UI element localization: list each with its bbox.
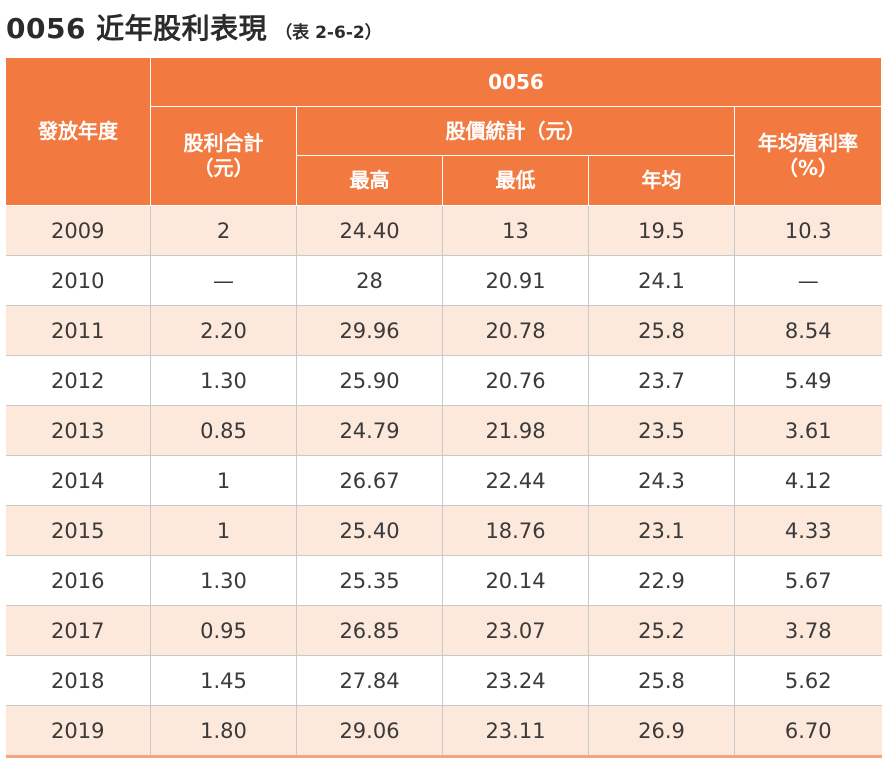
cell-high: 25.40 — [296, 505, 443, 556]
cell-high: 25.35 — [296, 555, 443, 606]
table-row: 2017 0.95 26.85 23.07 25.2 3.78 — [5, 605, 882, 656]
cell-low: 20.78 — [442, 305, 589, 356]
dividend-table: 發放年度 0056 股利合計 （元） 股價統計（元） 年均殖利率 （%） 最高 … — [5, 57, 883, 758]
cell-avg: 24.3 — [588, 455, 735, 506]
cell-avg: 25.8 — [588, 305, 735, 356]
header-low: 最低 — [442, 155, 589, 206]
table-row: 2014 1 26.67 22.44 24.3 4.12 — [5, 455, 882, 506]
cell-year: 2016 — [5, 555, 151, 606]
cell-high: 26.85 — [296, 605, 443, 656]
header-dividend: 股利合計 （元） — [150, 106, 297, 206]
cell-yield: — — [733, 255, 882, 306]
cell-low: 22.44 — [442, 455, 589, 506]
header-yield: 年均殖利率 （%） — [733, 106, 883, 206]
cell-avg: 25.8 — [588, 655, 735, 706]
cell-year: 2010 — [5, 255, 151, 306]
table-row: 2016 1.30 25.35 20.14 22.9 5.67 — [5, 555, 882, 606]
cell-yield: 3.61 — [733, 405, 882, 456]
cell-year: 2018 — [5, 655, 151, 706]
cell-high: 24.40 — [296, 205, 443, 256]
cell-year: 2013 — [5, 405, 151, 456]
cell-year: 2009 — [5, 205, 151, 256]
cell-low: 13 — [442, 205, 589, 256]
cell-avg: 26.9 — [588, 705, 735, 758]
cell-dividend: 1 — [150, 455, 297, 506]
header-fund: 0056 — [149, 57, 883, 107]
cell-avg: 22.9 — [588, 555, 735, 606]
cell-low: 23.24 — [442, 655, 589, 706]
cell-yield: 3.78 — [733, 605, 882, 656]
table-number: （表 2-6-2） — [275, 22, 382, 43]
cell-year: 2012 — [5, 355, 151, 406]
header-avg: 年均 — [588, 155, 735, 206]
cell-low: 20.91 — [442, 255, 589, 306]
cell-yield: 10.3 — [733, 205, 882, 256]
cell-avg: 19.5 — [588, 205, 735, 256]
cell-avg: 25.2 — [588, 605, 735, 656]
table-row: 2019 1.80 29.06 23.11 26.9 6.70 — [5, 705, 882, 758]
cell-yield: 5.62 — [733, 655, 882, 706]
cell-high: 26.67 — [296, 455, 443, 506]
cell-dividend: 1 — [150, 505, 297, 556]
cell-avg: 24.1 — [588, 255, 735, 306]
header-year: 發放年度 — [5, 57, 151, 206]
cell-yield: 6.70 — [733, 705, 882, 758]
cell-dividend: 1.45 — [150, 655, 297, 706]
cell-low: 20.76 — [442, 355, 589, 406]
table-row: 2012 1.30 25.90 20.76 23.7 5.49 — [5, 355, 882, 406]
cell-dividend: — — [150, 255, 297, 306]
cell-yield: 4.12 — [733, 455, 882, 506]
cell-yield: 4.33 — [733, 505, 882, 556]
table-body: 2009 2 24.40 13 19.5 10.3 2010 — 28 20.9… — [5, 205, 882, 758]
cell-yield: 5.67 — [733, 555, 882, 606]
table-row: 2013 0.85 24.79 21.98 23.5 3.61 — [5, 405, 882, 456]
table-row: 2015 1 25.40 18.76 23.1 4.33 — [5, 505, 882, 556]
title-main: 0056 近年股利表現 — [6, 12, 268, 45]
cell-year: 2011 — [5, 305, 151, 356]
cell-dividend: 1.80 — [150, 705, 297, 758]
cell-high: 25.90 — [296, 355, 443, 406]
cell-high: 29.96 — [296, 305, 443, 356]
cell-low: 23.11 — [442, 705, 589, 758]
cell-low: 21.98 — [442, 405, 589, 456]
cell-year: 2017 — [5, 605, 151, 656]
cell-high: 28 — [296, 255, 443, 306]
header-price-group: 股價統計（元） — [296, 106, 735, 156]
cell-dividend: 2 — [150, 205, 297, 256]
table-row: 2009 2 24.40 13 19.5 10.3 — [5, 205, 882, 256]
cell-high: 24.79 — [296, 405, 443, 456]
cell-year: 2014 — [5, 455, 151, 506]
cell-yield: 8.54 — [733, 305, 882, 356]
table-header: 發放年度 0056 股利合計 （元） 股價統計（元） 年均殖利率 （%） 最高 … — [5, 57, 883, 206]
cell-year: 2015 — [5, 505, 151, 556]
header-high: 最高 — [296, 155, 443, 206]
cell-dividend: 0.95 — [150, 605, 297, 656]
cell-dividend: 0.85 — [150, 405, 297, 456]
cell-avg: 23.1 — [588, 505, 735, 556]
cell-low: 18.76 — [442, 505, 589, 556]
cell-year: 2019 — [5, 705, 151, 758]
cell-dividend: 1.30 — [150, 555, 297, 606]
table-row: 2018 1.45 27.84 23.24 25.8 5.62 — [5, 655, 882, 706]
page-title: 0056 近年股利表現 （表 2-6-2） — [6, 2, 382, 52]
cell-yield: 5.49 — [733, 355, 882, 406]
cell-dividend: 1.30 — [150, 355, 297, 406]
cell-high: 29.06 — [296, 705, 443, 758]
table-row: 2011 2.20 29.96 20.78 25.8 8.54 — [5, 305, 882, 356]
cell-low: 20.14 — [442, 555, 589, 606]
cell-avg: 23.5 — [588, 405, 735, 456]
cell-low: 23.07 — [442, 605, 589, 656]
cell-high: 27.84 — [296, 655, 443, 706]
cell-avg: 23.7 — [588, 355, 735, 406]
table-row: 2010 — 28 20.91 24.1 — — [5, 255, 882, 306]
cell-dividend: 2.20 — [150, 305, 297, 356]
